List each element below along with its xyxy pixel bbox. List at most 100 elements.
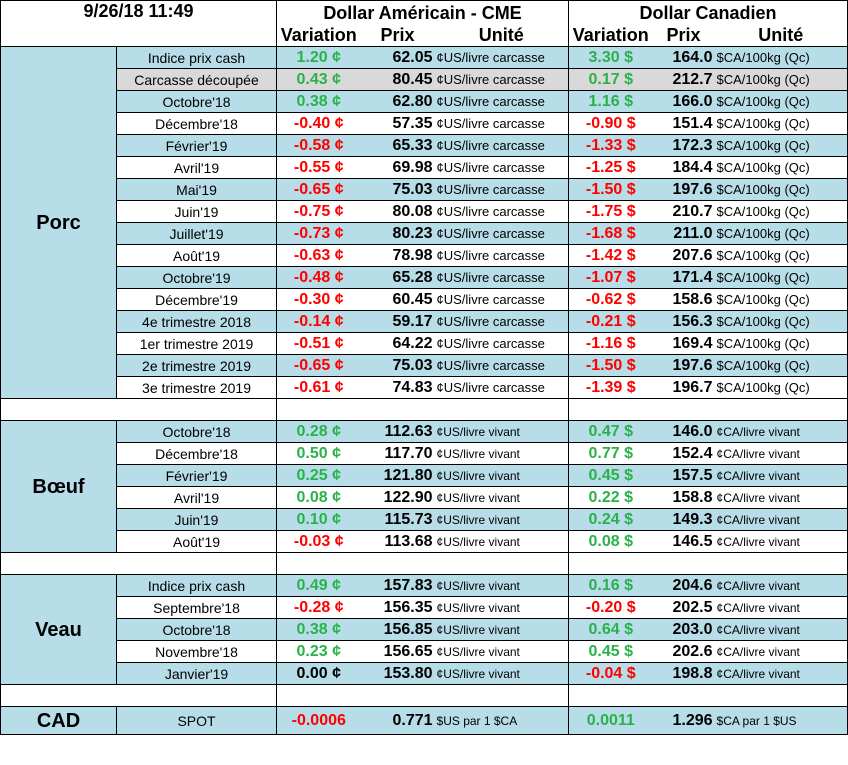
cad-unit: $CA/100kg (Qc) bbox=[714, 244, 848, 267]
cad-variation: 0.24 $ bbox=[568, 508, 653, 531]
spacer-cell bbox=[0, 398, 278, 421]
cad-price: 158.6 bbox=[652, 288, 715, 311]
usd-variation: 0.25 ¢ bbox=[276, 464, 361, 487]
usd-unit: ¢US/livre carcasse bbox=[434, 112, 570, 135]
cad-col-variation: Variation bbox=[568, 24, 653, 47]
usd-variation: -0.40 ¢ bbox=[276, 112, 361, 135]
usd-unit: ¢US/livre vivant bbox=[434, 662, 570, 685]
contract-label: 2e trimestre 2019 bbox=[115, 354, 278, 377]
cad-variation: -1.25 $ bbox=[568, 156, 653, 179]
usd-unit: ¢US/livre carcasse bbox=[434, 288, 570, 311]
cad-col-unite: Unité bbox=[714, 24, 848, 47]
cad-variation: -1.50 $ bbox=[568, 178, 653, 201]
usd-price: 0.771 bbox=[360, 706, 435, 735]
table-row: Octobre'19 -0.48 ¢ 65.28 ¢US/livre carcasse… bbox=[1, 266, 848, 289]
cad-unit: ¢CA/livre vivant bbox=[714, 464, 848, 487]
usd-variation: 0.23 ¢ bbox=[276, 640, 361, 663]
category-label: Bœuf bbox=[0, 420, 117, 553]
table-row: Août'19 -0.63 ¢ 78.98 ¢US/livre carcasse -1.… bbox=[1, 244, 848, 267]
cad-variation: -0.04 $ bbox=[568, 662, 653, 685]
cad-price: 166.0 bbox=[652, 90, 715, 113]
cad-price: 172.3 bbox=[652, 134, 715, 157]
cad-unit: ¢CA/livre vivant bbox=[714, 662, 848, 685]
usd-unit: ¢US/livre carcasse bbox=[434, 332, 570, 355]
usd-price: 62.80 bbox=[360, 90, 435, 113]
cad-variation: 3.30 $ bbox=[568, 46, 653, 69]
cad-variation: 1.16 $ bbox=[568, 90, 653, 113]
cad-unit: $CA/100kg (Qc) bbox=[714, 46, 848, 69]
spacer-cell bbox=[568, 552, 848, 575]
cad-unit: $CA par 1 $US bbox=[714, 706, 848, 735]
usd-variation: -0.65 ¢ bbox=[276, 354, 361, 377]
usd-variation: 1.20 ¢ bbox=[276, 46, 361, 69]
cad-unit: ¢CA/livre vivant bbox=[714, 618, 848, 641]
cad-unit: ¢CA/livre vivant bbox=[714, 596, 848, 619]
category-label: Veau bbox=[0, 574, 117, 685]
table-row: Octobre'18 0.38 ¢ 62.80 ¢US/livre carcasse 1… bbox=[1, 90, 848, 113]
cad-price: 146.0 bbox=[652, 420, 715, 443]
contract-label: Indice prix cash bbox=[115, 46, 278, 69]
usd-price: 64.22 bbox=[360, 332, 435, 355]
spacer-cell bbox=[276, 552, 570, 575]
spacer-row bbox=[0, 398, 848, 421]
usd-variation: -0.03 ¢ bbox=[276, 530, 361, 553]
table-row: Avril'19 -0.55 ¢ 69.98 ¢US/livre carcasse -1… bbox=[1, 156, 848, 179]
cad-price: 197.6 bbox=[652, 354, 715, 377]
usd-price: 121.80 bbox=[360, 464, 435, 487]
contract-label: Février'19 bbox=[115, 134, 278, 157]
usd-unit: ¢US/livre vivant bbox=[434, 508, 570, 531]
usd-price: 117.70 bbox=[360, 442, 435, 465]
table-row: Veau Indice prix cash 0.49 ¢ 157.83 ¢US/livr… bbox=[0, 574, 848, 685]
cad-unit: $CA/100kg (Qc) bbox=[714, 156, 848, 179]
usd-section-title: Dollar Américain - CME bbox=[276, 0, 570, 25]
cad-variation: -0.62 $ bbox=[568, 288, 653, 311]
usd-price: 74.83 bbox=[360, 376, 435, 399]
cad-price: 202.5 bbox=[652, 596, 715, 619]
usd-unit: ¢US/livre carcasse bbox=[434, 376, 570, 399]
cad-unit: $CA/100kg (Qc) bbox=[714, 288, 848, 311]
cad-price: 202.6 bbox=[652, 640, 715, 663]
cad-price: 207.6 bbox=[652, 244, 715, 267]
contract-label: Mai'19 bbox=[115, 178, 278, 201]
cad-variation: 0.77 $ bbox=[568, 442, 653, 465]
usd-variation: -0.55 ¢ bbox=[276, 156, 361, 179]
cad-unit: $CA/100kg (Qc) bbox=[714, 332, 848, 355]
cad-variation: 0.17 $ bbox=[568, 68, 653, 91]
table-row: Mai'19 -0.65 ¢ 75.03 ¢US/livre carcasse -1.5… bbox=[1, 178, 848, 201]
contract-label: Octobre'18 bbox=[115, 90, 278, 113]
header-row-columns: Variation Prix Unité Variation Prix Unit… bbox=[1, 24, 848, 47]
cad-col-prix: Prix bbox=[652, 24, 715, 47]
usd-unit: ¢US/livre carcasse bbox=[434, 244, 570, 267]
table-row: Janvier'19 0.00 ¢ 153.80 ¢US/livre vivant -0… bbox=[1, 662, 848, 685]
usd-variation: -0.63 ¢ bbox=[276, 244, 361, 267]
usd-col-unite: Unité bbox=[434, 24, 570, 47]
cad-price: 198.8 bbox=[652, 662, 715, 685]
contract-label: Décembre'18 bbox=[115, 112, 278, 135]
cad-unit: ¢CA/livre vivant bbox=[714, 530, 848, 553]
usd-unit: ¢US/livre carcasse bbox=[434, 200, 570, 223]
cad-price: 158.8 bbox=[652, 486, 715, 509]
cad-unit: ¢CA/livre vivant bbox=[714, 420, 848, 443]
cad-variation: 0.45 $ bbox=[568, 640, 653, 663]
cad-variation: -1.75 $ bbox=[568, 200, 653, 223]
usd-variation: 0.49 ¢ bbox=[276, 574, 361, 597]
usd-unit: ¢US/livre vivant bbox=[434, 618, 570, 641]
usd-price: 57.35 bbox=[360, 112, 435, 135]
commodity-price-table: 9/26/18 11:49 Dollar Américain - CME Dol… bbox=[0, 0, 848, 735]
cad-price: 197.6 bbox=[652, 178, 715, 201]
timestamp: 9/26/18 11:49 bbox=[0, 0, 278, 47]
cad-variation: 0.08 $ bbox=[568, 530, 653, 553]
contract-label: Octobre'19 bbox=[115, 266, 278, 289]
spacer-cell bbox=[276, 684, 570, 707]
usd-price: 69.98 bbox=[360, 156, 435, 179]
usd-variation: -0.0006 bbox=[276, 706, 361, 735]
cad-price: 211.0 bbox=[652, 222, 715, 245]
usd-price: 122.90 bbox=[360, 486, 435, 509]
table-row: Avril'19 0.08 ¢ 122.90 ¢US/livre vivant 0.22… bbox=[1, 486, 848, 509]
cad-price: 1.296 bbox=[652, 706, 715, 735]
usd-unit: ¢US/livre carcasse bbox=[434, 156, 570, 179]
usd-unit: ¢US/livre carcasse bbox=[434, 68, 570, 91]
cad-price: 212.7 bbox=[652, 68, 715, 91]
cad-unit: ¢CA/livre vivant bbox=[714, 574, 848, 597]
usd-variation: -0.65 ¢ bbox=[276, 178, 361, 201]
